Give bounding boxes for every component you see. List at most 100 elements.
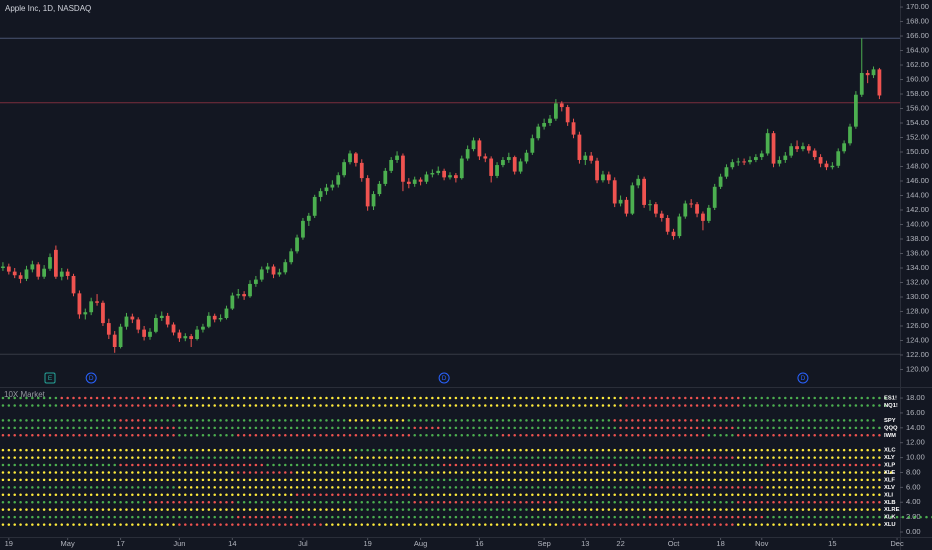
state-dot [560, 515, 564, 519]
state-dot [207, 463, 211, 467]
state-dot [372, 396, 375, 400]
state-dot [401, 515, 405, 519]
state-dot [72, 396, 75, 400]
state-dot [42, 404, 46, 407]
state-dot [701, 500, 705, 504]
state-dot [748, 515, 752, 519]
state-dot [566, 404, 569, 407]
state-dot [231, 456, 234, 459]
dot-row [1, 396, 887, 400]
state-dot [378, 456, 381, 459]
state-dot [260, 434, 264, 437]
candle-body [6, 266, 11, 272]
state-dot [207, 419, 211, 422]
state-dot [689, 419, 693, 422]
state-dot [519, 493, 522, 497]
state-dot [507, 515, 511, 519]
x-tick-label: 18 [716, 539, 724, 548]
state-dot [189, 493, 193, 497]
state-dot [595, 434, 599, 437]
state-dot [172, 478, 175, 482]
state-dot [31, 434, 34, 437]
state-dot [389, 515, 393, 519]
state-dot [519, 434, 522, 437]
state-dot [519, 419, 522, 422]
state-dot [248, 478, 252, 482]
state-dot [1, 515, 5, 519]
state-dot [772, 508, 775, 511]
state-dot [642, 478, 646, 482]
state-dot [331, 448, 334, 452]
row-name: XLP [884, 463, 895, 469]
state-dot [807, 463, 811, 467]
state-dot [584, 478, 587, 482]
state-dot [184, 448, 187, 452]
state-dot [354, 523, 358, 526]
state-dot [813, 396, 816, 400]
state-dot [760, 486, 764, 489]
state-dot [78, 508, 81, 511]
state-dot [89, 463, 93, 467]
state-dot [407, 515, 411, 519]
candle-body [165, 315, 170, 325]
state-dot [60, 500, 64, 504]
state-dot [613, 448, 616, 452]
state-dot [25, 396, 28, 400]
state-dot [248, 523, 252, 526]
state-dot [313, 456, 316, 459]
state-dot [395, 396, 399, 400]
state-dot [601, 515, 605, 519]
state-dot [84, 493, 87, 497]
state-dot [31, 493, 34, 497]
state-dot [1, 523, 5, 526]
state-dot [284, 515, 287, 519]
state-dot [407, 448, 411, 452]
state-dot [272, 396, 275, 400]
state-dot [113, 456, 116, 459]
state-dot [831, 523, 834, 526]
state-dot [419, 523, 422, 526]
state-dot [331, 493, 334, 497]
state-dot [725, 419, 728, 422]
state-dot [784, 471, 787, 474]
state-dot [419, 426, 422, 430]
event-label: D [442, 375, 447, 382]
state-dot [513, 486, 516, 489]
state-dot [825, 515, 828, 519]
state-dot [401, 523, 405, 526]
state-dot [266, 404, 269, 407]
state-dot [236, 523, 240, 526]
state-dot [854, 463, 858, 467]
candle-body [301, 220, 305, 238]
state-dot [84, 486, 87, 489]
state-dot [689, 493, 693, 497]
state-dot [101, 471, 105, 474]
state-dot [448, 515, 452, 519]
state-dot [301, 434, 305, 437]
state-dot [801, 396, 805, 400]
state-dot [184, 426, 187, 430]
state-dot [236, 404, 240, 407]
state-dot [536, 493, 540, 497]
state-dot [348, 493, 352, 497]
candle-body [248, 283, 252, 297]
state-dot [625, 478, 628, 482]
state-dot [107, 456, 111, 459]
state-dot [336, 434, 340, 437]
state-dot [848, 426, 852, 430]
y-tick-label: 164.00 [906, 46, 929, 55]
state-dot [642, 493, 646, 497]
state-dot [172, 515, 175, 519]
y-tick-label: 12.00 [906, 438, 925, 447]
state-dot [589, 448, 593, 452]
state-dot [842, 515, 846, 519]
candle-body [348, 153, 352, 163]
state-dot [154, 508, 158, 511]
state-dot [489, 463, 493, 467]
state-dot [701, 471, 705, 474]
state-dot [54, 486, 58, 489]
state-dot [236, 493, 240, 497]
state-dot [289, 493, 293, 497]
state-dot [366, 434, 369, 437]
state-dot [189, 434, 193, 437]
